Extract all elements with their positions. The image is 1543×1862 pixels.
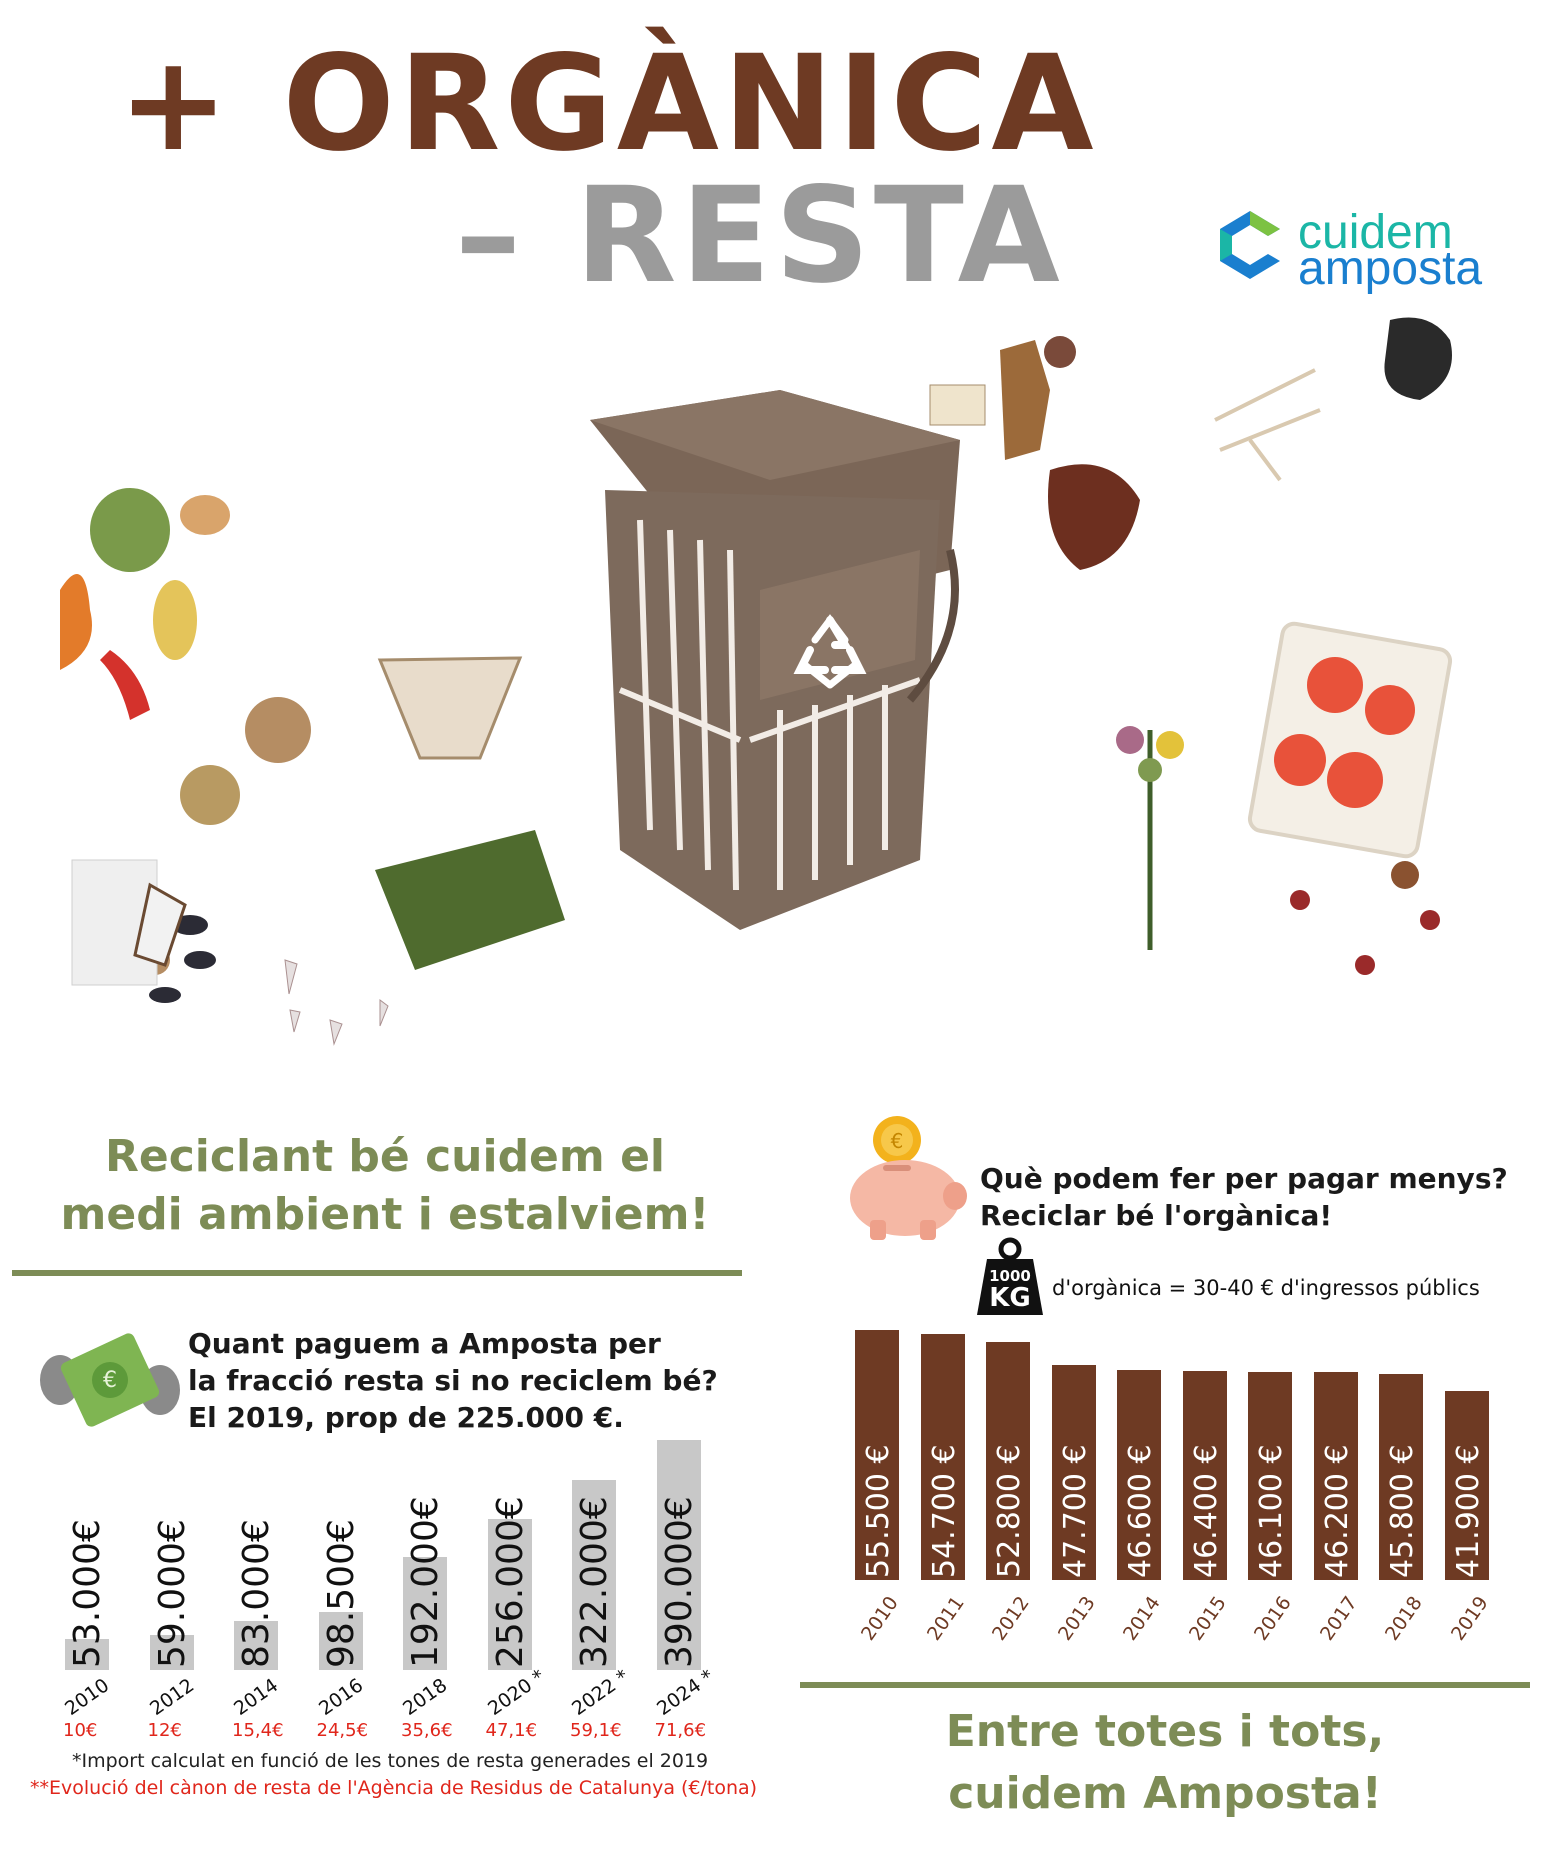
bar-value-label: 59.000€ <box>151 1519 193 1668</box>
bar-organica-2019 <box>1444 1391 1489 1580</box>
weight-label-bottom: KG <box>989 1283 1031 1313</box>
year-label: 2010 <box>857 1592 903 1645</box>
bar-organica-2010 <box>855 1330 899 1580</box>
leftovers-icon <box>929 317 1453 975</box>
logo-line2: amposta <box>1298 242 1483 295</box>
bar-value-label: 83.000€ <box>236 1519 277 1668</box>
logo-line1: cuidem <box>1298 206 1453 259</box>
year-label: 2010 <box>61 1674 114 1721</box>
left-question-line3: El 2019, prop de 225.000 €. <box>188 1401 624 1434</box>
footnote-2: **Evolució del cànon de resta de l'Agènc… <box>30 1777 757 1799</box>
resta-cost-chart: 53.000€ 2010 10€ 59.000€ 2012 12€ 83.000€ 2014 1… <box>0 1420 760 1741</box>
year-label: 2012 <box>145 1674 198 1721</box>
right-question-line2: Reciclar bé l'orgànica! <box>980 1199 1333 1232</box>
bar-value-label: 322.000€ <box>574 1496 615 1668</box>
recycle-icon <box>793 614 867 689</box>
bar-organica-2017 <box>1313 1372 1358 1580</box>
year-label: 2018 <box>399 1674 452 1721</box>
bar-organica-2013 <box>1051 1365 1096 1580</box>
organic-savings-chart: 55.500 € 2010 54.700 € 2011 52.800 € 2012 47.7… <box>830 1330 1520 1660</box>
bar-resta-2010 <box>65 1639 109 1670</box>
bar-organica-2018 <box>1379 1374 1423 1580</box>
bar-value-label: 54.700 € <box>926 1444 962 1578</box>
bar-value-label: 98.500€ <box>320 1519 362 1668</box>
closing-line1: Entre totes i tots, <box>945 1706 1385 1757</box>
weight-icon: 1000 KG <box>975 1237 1045 1317</box>
food-scraps-icon <box>60 488 523 825</box>
bar-organica-2012 <box>986 1342 1030 1580</box>
logo-mark-icon <box>1220 211 1280 279</box>
canon-label: 15,4€ <box>232 1720 284 1741</box>
bar-organica-2016 <box>1248 1372 1292 1580</box>
right-divider <box>800 1682 1530 1688</box>
left-question-line1: Quant paguem a Amposta per <box>188 1327 661 1360</box>
napkin-icon <box>71 830 565 1046</box>
year-label: 2012 <box>988 1592 1034 1645</box>
bar-resta-2018 <box>403 1557 447 1670</box>
title-resta: – RESTA <box>455 159 1064 313</box>
year-label: 2024 * <box>652 1665 718 1721</box>
bar-resta-2024 <box>656 1440 701 1670</box>
title-organica: + ORGÀNICA <box>118 27 1098 181</box>
canon-label: 59,1€ <box>570 1720 622 1741</box>
bar-value-label: 53.000€ <box>67 1519 108 1668</box>
year-label: 2014 <box>1119 1592 1165 1645</box>
bar-resta-2022 <box>572 1480 616 1670</box>
bar-value-label: 46.200 € <box>1319 1444 1355 1578</box>
weight-label-top: 1000 <box>989 1267 1031 1285</box>
canon-label: 71,6€ <box>654 1720 707 1741</box>
year-label: 2016 <box>314 1674 367 1721</box>
bar-value-label: 46.600 € <box>1123 1444 1158 1578</box>
bar-value-label: 192.000€ <box>405 1496 446 1668</box>
bar-value-label: 390.000€ <box>658 1496 700 1668</box>
bar-value-label: 46.400 € <box>1188 1444 1224 1578</box>
canon-label: 12€ <box>147 1720 182 1741</box>
bar-resta-2016 <box>318 1612 363 1670</box>
bar-value-label: 256.000€ <box>489 1496 531 1668</box>
year-label: 2014 <box>230 1674 283 1721</box>
bar-value-label: 55.500 € <box>861 1444 896 1578</box>
logo: cuidem amposta <box>1210 205 1490 295</box>
bar-resta-2020 <box>487 1519 532 1670</box>
year-label: 2022 * <box>568 1665 633 1721</box>
canon-label: 47,1€ <box>485 1720 538 1741</box>
left-question-line2: la fracció resta si no reciclem bé? <box>188 1364 718 1397</box>
svg-text:€: € <box>891 1129 904 1153</box>
bar-organica-2014 <box>1117 1370 1161 1580</box>
year-label: 2013 <box>1053 1592 1100 1645</box>
left-divider <box>12 1270 742 1276</box>
canon-label: 24,5€ <box>316 1720 369 1741</box>
year-label: 2019 <box>1446 1592 1493 1645</box>
year-label: 2020 * <box>483 1665 549 1721</box>
organic-bin-icon <box>590 390 960 930</box>
year-label: 2015 <box>1184 1592 1231 1645</box>
canon-label: 10€ <box>63 1720 98 1741</box>
bar-value-label: 52.800 € <box>992 1444 1027 1578</box>
left-heading: Reciclant bé cuidem el medi ambient i es… <box>60 1131 710 1240</box>
year-label: 2016 <box>1250 1592 1296 1645</box>
weight-caption: d'orgànica = 30-40 € d'ingressos públics <box>1052 1276 1480 1300</box>
year-label: 2011 <box>922 1592 969 1645</box>
piggy-bank-icon: € <box>850 1116 967 1240</box>
footnote-2-text: Evolució del cànon de resta de l'Agència… <box>49 1777 758 1799</box>
bar-value-label: 47.700 € <box>1057 1444 1093 1578</box>
bar-organica-2011 <box>920 1334 965 1580</box>
bar-value-label: 46.100 € <box>1254 1444 1289 1578</box>
bar-resta-2014 <box>234 1621 278 1670</box>
footnote-1: *Import calculat en funció de les tones … <box>72 1750 709 1772</box>
canon-label: 35,6€ <box>401 1720 453 1741</box>
bar-value-label: 45.800 € <box>1385 1444 1420 1578</box>
svg-text:€: € <box>103 1368 117 1393</box>
bar-value-label: 41.900 € <box>1450 1444 1486 1578</box>
flying-banknote-icon: € <box>40 1333 180 1427</box>
closing-line2: cuidem Amposta! <box>948 1768 1382 1819</box>
right-question-line1: Què podem fer per pagar menys? <box>980 1162 1508 1195</box>
bar-organica-2015 <box>1182 1371 1227 1580</box>
organic-waste-illustration <box>60 317 1453 1046</box>
year-label: 2017 <box>1315 1592 1362 1645</box>
year-label: 2018 <box>1381 1592 1427 1645</box>
footnote-2-marker: ** <box>30 1777 49 1799</box>
bar-resta-2012 <box>149 1635 194 1670</box>
